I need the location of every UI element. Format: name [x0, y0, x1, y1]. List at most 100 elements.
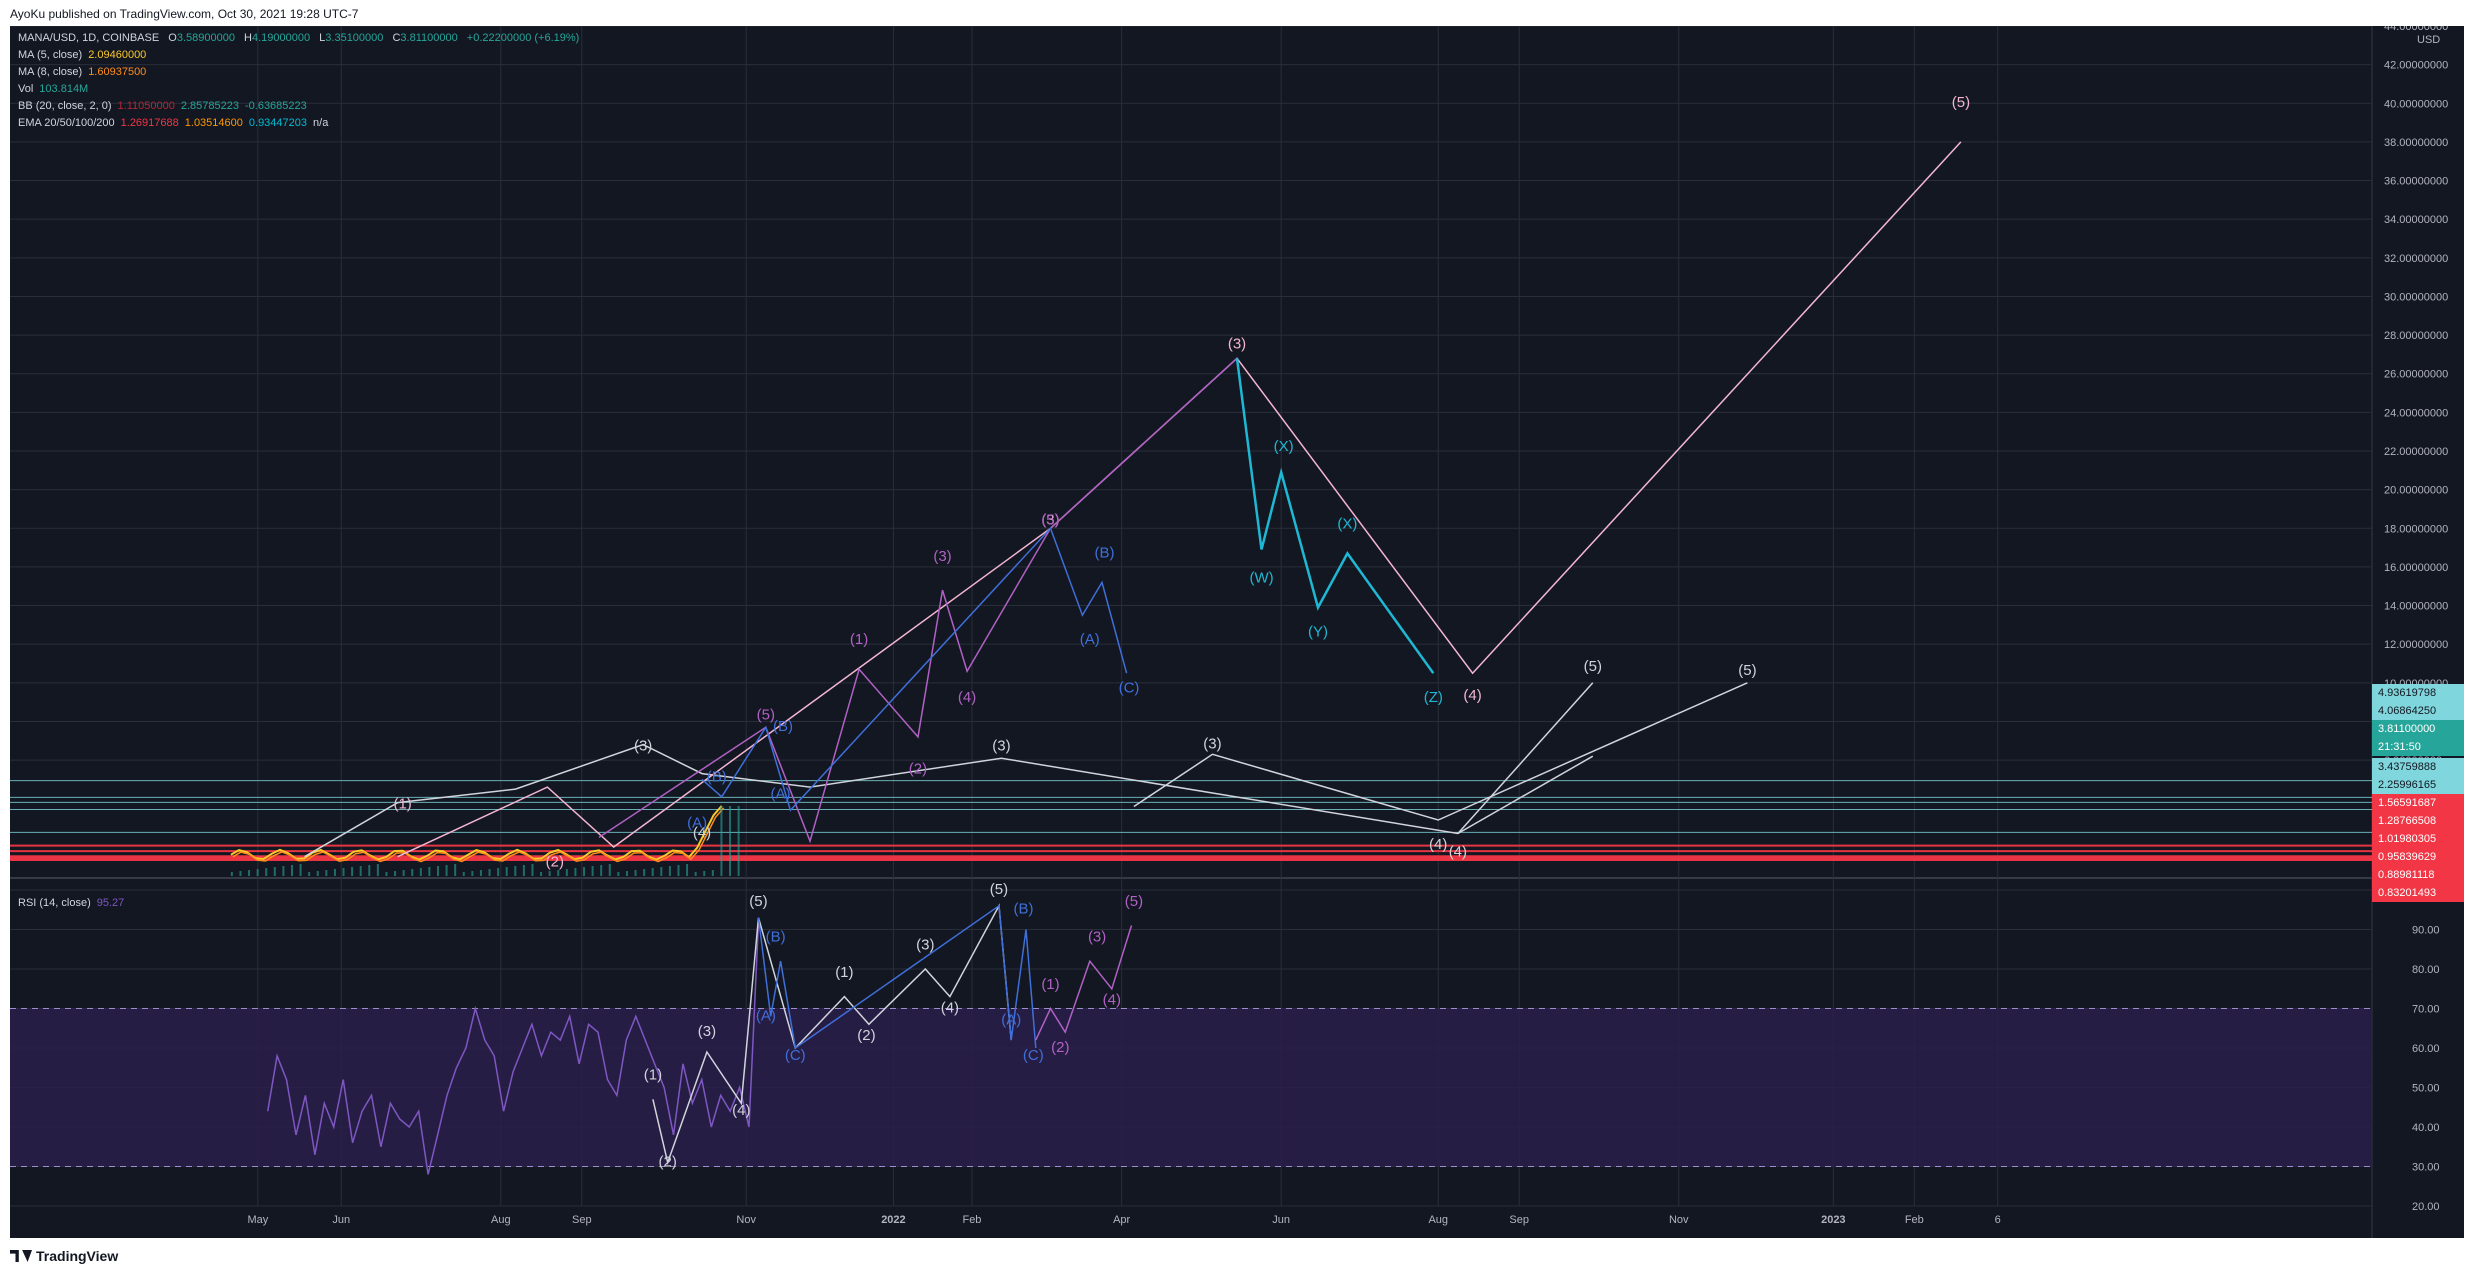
rsi-violet-count-label: (5) [1125, 893, 1143, 910]
volume-bar [497, 868, 500, 876]
price-tick-label: 18.00000000 [2384, 523, 2448, 535]
price-tick-label: 28.00000000 [2384, 330, 2448, 342]
volume-bar [617, 872, 620, 876]
volume-bar [454, 864, 457, 876]
volume-bar [402, 870, 405, 876]
price-tick-label: 12.00000000 [2384, 639, 2448, 651]
volume-bar [660, 867, 663, 876]
rsi-blue-abc-line [757, 904, 1037, 1050]
rsi-white-count-label: (5) [749, 893, 767, 910]
price-level-label: 1.01980305 [2372, 830, 2464, 848]
volume-bar [703, 871, 706, 876]
pink-count-label: (2) [546, 853, 564, 870]
pink-count-label: (3) [1228, 336, 1246, 353]
rsi-blue-abc-label: (B) [1014, 901, 1034, 918]
price-tick-label: 44.00000000 [2384, 26, 2448, 33]
rsi-white-count-label: (2) [659, 1154, 677, 1171]
price-tick-label: 40.00000000 [2384, 98, 2448, 110]
volume-bar [608, 864, 611, 876]
white-count-line [304, 743, 1594, 858]
price-level-label: 4.93619798 [2372, 684, 2464, 702]
time-tick-label: Feb [1905, 1214, 1924, 1226]
volume-bar [290, 865, 293, 876]
rsi-white-count-label: (1) [835, 964, 853, 981]
legend-ma8[interactable]: MA (8, close) 1.60937500 [18, 66, 147, 78]
legend-rsi[interactable]: RSI (14, close) 95.27 [18, 897, 125, 909]
price-level-label: 0.83201493 [2372, 884, 2464, 902]
volume-bar [522, 865, 525, 876]
rsi-line [266, 921, 760, 1175]
time-tick-label: Feb [962, 1214, 981, 1226]
legend-bb[interactable]: BB (20, close, 2, 0) 1.11050000 2.85785223… [18, 100, 307, 112]
white-count-label: (3) [634, 737, 652, 754]
blue-correction-label: (A) [771, 786, 791, 803]
price-tick-label: 22.00000000 [2384, 446, 2448, 458]
time-tick-label: Jun [1272, 1214, 1290, 1226]
rsi-blue-abc-label: (A) [756, 1007, 776, 1024]
cyan-wxy-label: (Z) [1424, 689, 1443, 706]
price-tick-label: 24.00000000 [2384, 407, 2448, 419]
pink-count-label: (1) [393, 795, 411, 812]
legend-ma5[interactable]: MA (5, close) 2.09460000 [18, 49, 147, 61]
volume-bar [711, 870, 714, 876]
volume-bar [694, 872, 697, 876]
rsi-blue-abc-label: (C) [1023, 1047, 1044, 1064]
volume-bar [359, 866, 362, 876]
chart-area[interactable]: 44.00000000 42.00000000 40.00000000 38.0000… [10, 26, 2464, 1238]
legend-vol[interactable]: Vol 103.814M [18, 83, 89, 95]
violet-count-line [598, 357, 1238, 844]
price-level-label: 0.88981118 [2372, 866, 2464, 884]
time-tick-label: 6 [1995, 1214, 2001, 1226]
volume-bar [729, 806, 732, 876]
violet-count-label: (4) [958, 689, 976, 706]
pink-count-label: (4) [1463, 687, 1481, 704]
cyan-wxy-label: (X) [1274, 438, 1294, 455]
rsi-tick-label: 90.00 [2412, 925, 2440, 937]
blue-correction-label: (A) [1080, 631, 1100, 648]
volume-bar [531, 864, 534, 876]
chart-canvas[interactable]: 44.00000000 42.00000000 40.00000000 38.0000… [10, 26, 2464, 1238]
volume-bar [540, 872, 543, 876]
volume-bar [316, 871, 319, 876]
violet-count-label: (2) [909, 761, 927, 778]
ema-line [232, 807, 725, 863]
volume-bar [591, 866, 594, 876]
publish-info: AyoKu published on TradingView.com, Oct … [10, 7, 359, 21]
volume-bar [514, 866, 517, 876]
time-tick-label: 2023 [1821, 1214, 1845, 1226]
currency-label: USD [2417, 34, 2440, 46]
rsi-white-count-label: (2) [857, 1027, 875, 1044]
volume-bar [677, 865, 680, 876]
cyan-wxy-label: (X) [1337, 515, 1357, 532]
price-tick-label: 26.00000000 [2384, 369, 2448, 381]
rsi-blue-abc-label: (A) [1001, 1011, 1021, 1028]
legend-ema[interactable]: EMA 20/50/100/200 1.26917688 1.03514600 0.9… [18, 117, 329, 129]
white-count-label: (3) [992, 737, 1010, 754]
volume-bar [668, 866, 671, 876]
volume-bar [256, 869, 259, 876]
price-level-label: 3.43759888 [2372, 758, 2464, 776]
price-tick-label: 14.00000000 [2384, 601, 2448, 613]
tradingview-logo[interactable]: TradingView [10, 1248, 118, 1264]
volume-bar [720, 806, 723, 876]
time-tick-label: Sep [572, 1214, 592, 1226]
volume-bar [557, 870, 560, 876]
price-tick-label: 30.00000000 [2384, 291, 2448, 303]
legend-symbol[interactable]: MANA/USD, 1D, COINBASE [18, 32, 160, 44]
cyan-wxy-line [1235, 358, 1435, 674]
rsi-tick-label: 60.00 [2412, 1043, 2440, 1055]
volume-bar [651, 868, 654, 876]
violet-count-label: (5) [1041, 511, 1059, 528]
pink-count-label: (5) [1952, 94, 1970, 111]
violet-count-label: (3) [933, 548, 951, 565]
time-tick-label: Nov [736, 1214, 756, 1226]
time-tick-label: Jun [332, 1214, 350, 1226]
volume-bar [686, 864, 689, 876]
price-level-label: 4.06864250 [2372, 702, 2464, 720]
white-count-label: (4) [1449, 844, 1467, 861]
rsi-white-count-line [652, 903, 1012, 1166]
blue-correction-label: (C) [1119, 679, 1140, 696]
rsi-tick-label: 40.00 [2412, 1122, 2440, 1134]
volume-bar [583, 867, 586, 876]
publish-header: AyoKu published on TradingView.com, Oct … [0, 0, 2474, 26]
